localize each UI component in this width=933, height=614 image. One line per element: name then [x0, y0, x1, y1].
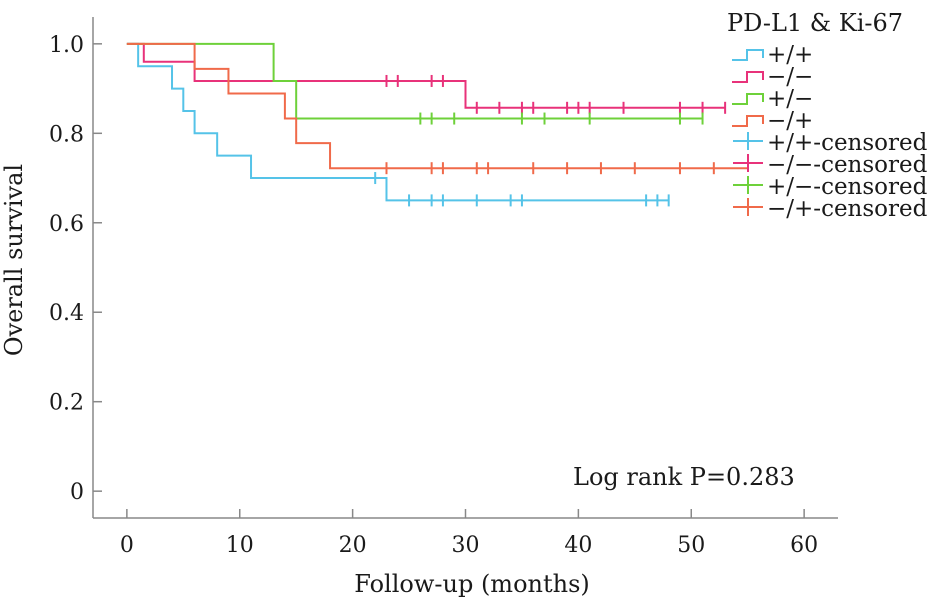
x-tick-label: 40 [564, 533, 592, 558]
y-ticks: 0 0.2 0.4 0.6 0.8 1.0 [49, 33, 102, 505]
legend-title: PD-L1 & Ki-67 [727, 9, 903, 37]
survival-curves [126, 42, 748, 207]
legend-line-symbol [732, 93, 764, 105]
y-axis-title: Overall survival [0, 164, 28, 356]
legend-label: −/+-censored [767, 196, 928, 222]
x-ticks: 0 10 20 30 40 50 60 [120, 509, 818, 558]
legend-item: −/− [732, 64, 813, 90]
x-tick-label: 30 [452, 533, 480, 558]
series-0 [126, 42, 670, 207]
y-tick-label: 0.2 [49, 391, 84, 416]
legend: PD-L1 & Ki-67 +/+−/−+/−−/++/+-censored−/… [727, 9, 928, 222]
legend-label: +/+-censored [767, 130, 928, 156]
y-tick-label: 0.4 [49, 301, 84, 326]
legend-line-symbol [732, 49, 764, 61]
x-tick-label: 60 [790, 533, 818, 558]
legend-label: +/−-censored [767, 174, 928, 200]
legend-label: −/− [767, 64, 813, 90]
legend-item: +/+ [732, 42, 813, 68]
log-rank-annotation: Log rank P=0.283 [573, 463, 795, 491]
series-1 [126, 42, 727, 114]
y-tick-label: 1.0 [49, 33, 84, 58]
legend-line-symbol [732, 115, 764, 127]
x-axis-title: Follow-up (months) [354, 570, 590, 598]
legend-item: +/− [732, 86, 813, 112]
x-tick-label: 10 [226, 533, 254, 558]
legend-label: +/+ [767, 42, 813, 68]
y-tick-label: 0 [70, 480, 84, 505]
legend-label: −/−-censored [767, 152, 928, 178]
survival-curve-line [126, 42, 748, 170]
legend-item: −/+-censored [733, 196, 928, 222]
legend-item: +/−-censored [733, 174, 928, 200]
survival-curve-line [126, 42, 703, 120]
series-2 [126, 42, 704, 125]
legend-label: +/− [767, 86, 813, 112]
legend-item: −/+ [732, 108, 813, 134]
x-tick-label: 0 [120, 533, 134, 558]
survival-curve-line [126, 42, 669, 202]
legend-label: −/+ [767, 108, 813, 134]
x-tick-label: 50 [677, 533, 705, 558]
y-tick-label: 0.6 [49, 212, 84, 237]
series-3 [126, 42, 748, 175]
y-tick-label: 0.8 [49, 122, 84, 147]
x-tick-label: 20 [339, 533, 367, 558]
legend-item: +/+-censored [733, 130, 928, 156]
plot-area: 0 0.2 0.4 0.6 0.8 1.0 0 10 20 30 40 50 60 [49, 17, 838, 558]
legend-items: +/+−/−+/−−/++/+-censored−/−-censored+/−-… [732, 42, 928, 222]
legend-line-symbol [732, 71, 764, 83]
legend-item: −/−-censored [733, 152, 928, 178]
survival-curve-line [126, 42, 726, 109]
